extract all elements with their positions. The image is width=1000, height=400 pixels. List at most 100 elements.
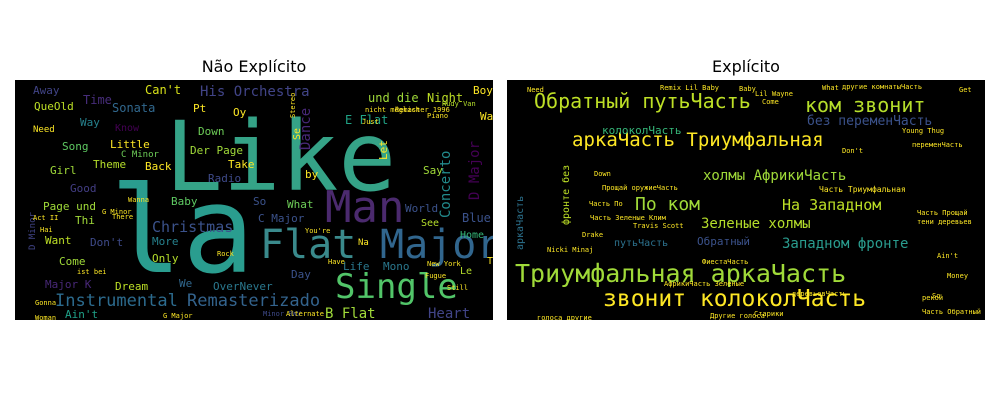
word-right-don-t: Don't [842,147,863,155]
word-left-stereo: Stereo [289,93,297,118]
word-left-song: Song [62,140,89,153]
panel-title-right: Explícito [712,57,780,76]
word-right-часть-обратный: Часть Обратный [922,308,981,316]
word-left-dream: Dream [115,280,148,293]
word-left-la: la [110,162,255,301]
wordcloud-left: la Like Man Flat Major Single Instrumental Rema… [15,80,493,320]
word-left-major: Major [380,222,493,268]
word-right-без-переменчасть: без переменЧасть [807,114,932,129]
word-right-тени-деревьев: тени деревьев [917,218,972,226]
word-right-get: Get [959,86,972,94]
word-left-rock: Rock [217,250,235,258]
word-left-only: Only [152,252,179,265]
word-left-his-orchestra: His Orchestra [200,84,310,100]
word-right-baby: Baby [739,85,756,93]
word-left-major-k: Major K [45,278,92,291]
word-right-аркачасть-триумфальная: аркаЧасть Триумфальная [572,129,824,151]
word-right-на-западном: На Западном [782,196,881,214]
word-right-money: Money [947,272,968,280]
word-right-другие-комнатычасть: другие комнатыЧасть [842,83,922,91]
word-right-звонит-колоколчасть: звонит колоколЧасть [603,286,866,312]
word-left-new-york: New York [427,260,462,268]
word-right-старики: Старики [754,310,784,318]
word-left-way: Way [80,116,100,129]
word-left-know: Know [115,123,140,134]
word-left-there: There [112,213,133,221]
word-left-se: Se [292,128,303,140]
word-left-hai: Hai [40,226,53,234]
word-left-so: So [253,195,266,208]
word-left-c-major: C Major [258,212,305,225]
word-right-travis-scott: Travis Scott [633,222,684,230]
word-right-young-thug: Young Thug [902,127,944,135]
word-left-tu: Tu [487,256,493,267]
panel-title-left: Não Explícito [201,57,307,76]
word-left-ist-bei: ist bei [77,268,107,276]
word-left-by: by [305,168,319,181]
word-left-more: More [152,235,179,248]
word-left-man: Man [325,182,404,233]
word-right-другие-голоса: Другие голоса [710,312,765,320]
word-left-take: Take [228,158,255,171]
word-left-good: Good [70,182,97,195]
word-left-need: Need [33,125,55,135]
word-left-na: Na [358,238,369,248]
word-left-g-minor: G Minor [102,208,132,216]
word-left-come: Come [59,255,86,268]
word-left-minor-bwv: Minor BWV [263,310,302,318]
word-left-time: Time [83,93,112,107]
word-right-need: Need [527,86,544,94]
word-left-oy: Oy [233,106,247,119]
word-left-back: Back [145,160,172,173]
word-right-клим: Клим [649,214,667,222]
word-right-what: What [822,84,839,92]
word-left-we: We [179,277,192,290]
word-left-flat: Flat [260,222,356,268]
word-left-g-major: G Major [163,312,193,320]
word-left-girl: Girl [50,164,77,177]
word-left-can-t: Can't [145,83,181,97]
word-left-just: Just [362,118,379,126]
word-left-alternate: Alternate [286,310,324,318]
word-left-single: Single [335,267,458,307]
word-left-le: Le [460,266,472,277]
word-left-b-flat: B Flat [325,306,376,320]
word-right-часть-зеленые: Часть Зеленые [590,214,645,222]
word-left-night: Night [427,91,463,105]
word-right-ain-t: Ain't [937,252,958,260]
word-left-heart: Heart [428,306,470,320]
word-left-pt: Pt [193,102,206,115]
word-left-fugue: Fugue [425,272,446,280]
word-right-колоколчасть: колоколЧасть [602,124,681,137]
word-left-c-minor: C Minor [121,150,160,160]
word-right-голоса-другие: голоса другие [537,314,592,320]
word-right-аркачасть: аркаЧасть [515,196,526,250]
word-right-часть-триумфальная: Часть Триумфальная [819,185,906,194]
word-right-drake: Drake [582,231,603,239]
word-left-thi: Thi [75,214,95,227]
word-right-so: So [932,292,940,300]
word-left-overnever: OverNever [213,280,273,293]
word-right-западном-фронте: Западном фронте [782,236,908,252]
word-left-world: World [405,202,438,215]
word-left-down: Down [198,125,225,138]
word-left-have: Have [328,258,345,266]
word-left-want: Want [45,234,72,247]
word-left-away: Away [33,84,60,97]
word-right-come: Come [762,98,779,106]
word-left-say: Say [423,164,443,177]
word-right-по-ком: По ком [635,194,700,215]
word-left-radio: Radio [208,172,241,185]
word-right-прощай-оружиечасть: Прощай оружиеЧасть [602,184,678,192]
word-right-переменчасть: переменЧасть [912,141,963,149]
word-left-act-ii: Act II [33,214,58,222]
word-left-still: Still [447,284,468,292]
word-left-remaster-1996: Remaster 1996 [395,106,450,114]
word-left-blue: Blue [462,211,491,225]
word-left-d-minor: D Minor [28,211,38,250]
word-left-day: Day [291,268,311,281]
word-left-theme: Theme [93,158,126,171]
word-left-you-re: You're [305,227,330,235]
